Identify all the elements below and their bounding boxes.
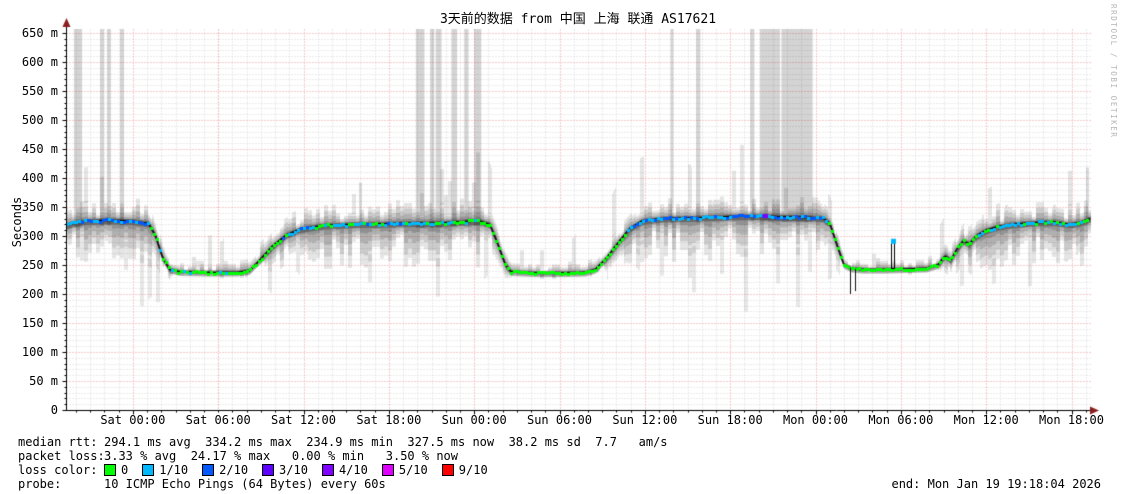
y-tick-label: 250 m	[21, 258, 58, 272]
y-axis-label: Seconds	[10, 196, 24, 248]
x-tick-label: Sun 12:00	[612, 413, 678, 427]
loss-color-item: 3/10	[262, 463, 308, 477]
end-timestamp: end: Mon Jan 19 19:18:04 2026	[891, 477, 1101, 491]
x-tick-label: Mon 12:00	[953, 413, 1019, 427]
y-tick-label: 400 m	[21, 171, 58, 185]
loss-color-item: 0	[104, 463, 128, 477]
loss-color-row: loss color: 0 1/10 2/10 3/10 4/10 5/10 9/10	[18, 463, 668, 477]
y-tick-label: 50 m	[29, 374, 58, 388]
x-tick-label: Sun 00:00	[441, 413, 507, 427]
median-rtt-row: median rtt: 294.1 ms avg 334.2 ms max 23…	[18, 435, 668, 449]
loss-color-swatch	[441, 464, 454, 476]
y-tick-label: 650 m	[21, 26, 58, 40]
x-tick-label: Mon 06:00	[868, 413, 934, 427]
y-tick-label: 200 m	[21, 287, 58, 301]
loss-color-item: 4/10	[321, 463, 368, 477]
loss-color-item-label: 0	[121, 463, 129, 477]
loss-color-item-label: 9/10	[458, 463, 488, 477]
x-tick-label: Mon 18:00	[1038, 413, 1105, 427]
loss-color-item: 9/10	[441, 463, 488, 477]
packet-loss-row: packet loss: 3.33 % avg 24.17 % max 0.00…	[18, 449, 668, 463]
probe-value: 10 ICMP Echo Pings (64 Bytes) every 60s	[104, 477, 386, 491]
y-tick-label: 450 m	[21, 142, 58, 156]
x-tick-label: Sun 06:00	[526, 413, 593, 427]
packet-loss-value: 3.33 % avg 24.17 % max 0.00 % min 3.50 %…	[104, 449, 459, 463]
loss-color-swatch	[321, 464, 334, 476]
loss-color-swatch	[104, 464, 116, 476]
loss-color-swatch	[381, 464, 394, 476]
x-tick-label: Sat 18:00	[356, 413, 422, 427]
loss-color-item: 5/10	[381, 463, 428, 477]
y-tick-label: 150 m	[21, 316, 58, 330]
loss-color-swatch	[262, 464, 275, 476]
y-tick-label: 500 m	[21, 113, 58, 127]
y-tick-label: 550 m	[21, 84, 58, 98]
rrdtool-watermark: RRDTOOL / TOBI OETIKER	[1109, 4, 1118, 139]
loss-color-item-label: 2/10	[219, 463, 249, 477]
legend: median rtt: 294.1 ms avg 334.2 ms max 23…	[18, 435, 668, 491]
loss-color-item-label: 5/10	[398, 463, 428, 477]
loss-color-item-label: 3/10	[279, 463, 308, 477]
loss-color-item: 2/10	[202, 463, 248, 477]
loss-color-swatch	[142, 464, 155, 476]
y-tick-label: 600 m	[21, 55, 58, 69]
probe-label: probe:	[18, 477, 62, 491]
loss-color-label: loss color:	[18, 463, 98, 477]
x-tick-label: Sun 18:00	[697, 413, 763, 427]
y-tick-label: 300 m	[21, 229, 58, 243]
median-rtt-value: 294.1 ms avg 334.2 ms max 234.9 ms min 3…	[104, 435, 668, 449]
x-tick-label: Sat 12:00	[270, 413, 337, 427]
median-rtt-label: median rtt:	[18, 435, 98, 449]
loss-color-item-label: 1/10	[159, 463, 189, 477]
loss-color-item-label: 4/10	[338, 463, 368, 477]
loss-color-item: 1/10	[142, 463, 188, 477]
y-tick-label: 0	[50, 403, 58, 417]
y-tick-label: 350 m	[21, 200, 58, 214]
loss-color-swatch	[202, 464, 215, 476]
x-tick-label: Sat 00:00	[100, 413, 166, 427]
probe-row: probe: 10 ICMP Echo Pings (64 Bytes) eve…	[18, 477, 668, 491]
y-tick-label: 100 m	[21, 345, 58, 359]
x-tick-label: Sat 06:00	[185, 413, 251, 427]
x-tick-label: Mon 00:00	[782, 413, 849, 427]
page-title: 3天前的数据 from 中国 上海 联通 AS17621	[439, 12, 717, 27]
packet-loss-label: packet loss:	[18, 449, 105, 463]
loss-color-items: 0 1/10 2/10 3/10 4/10 5/10 9/10	[104, 463, 502, 477]
